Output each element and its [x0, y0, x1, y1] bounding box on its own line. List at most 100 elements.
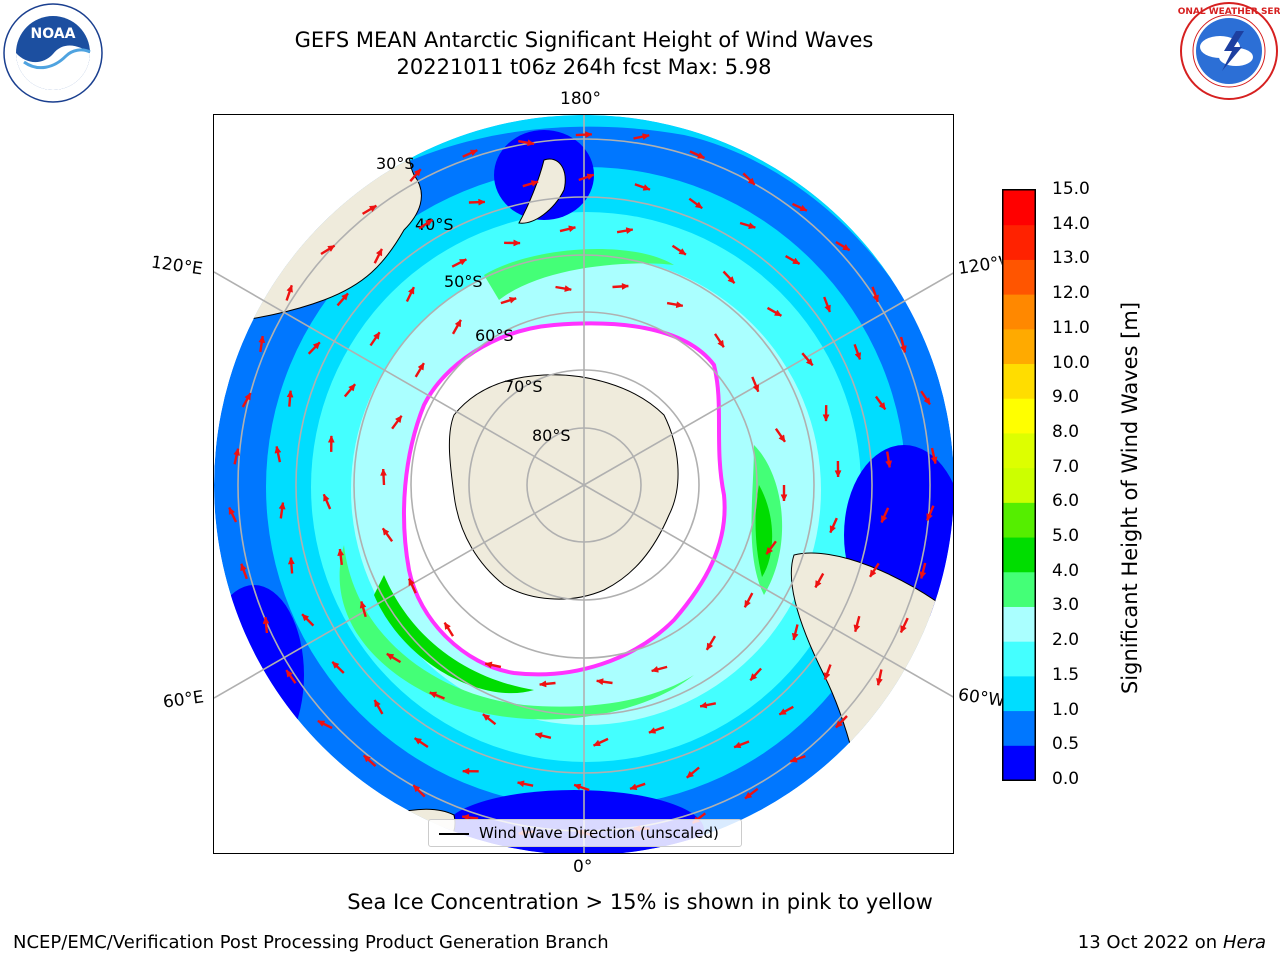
- wave-arrow-head: [414, 737, 423, 745]
- colorbar-tick-label: 15.0: [1052, 179, 1090, 199]
- wave-arrow-head: [301, 613, 310, 622]
- colorbar-outline: [1002, 189, 1036, 781]
- wave-arrow-head: [408, 578, 415, 586]
- colorbar-tick-label: 7.0: [1052, 456, 1080, 477]
- wave-arrow-head: [706, 642, 714, 651]
- colorbar-tick-label: 9.0: [1052, 387, 1080, 408]
- lat-label-50S: 50°S: [444, 272, 483, 291]
- map-panel[interactable]: 30°S 40°S 50°S 60°S 70°S 80°S Wind Wave …: [213, 114, 954, 854]
- colorbar-bin: [1003, 502, 1035, 538]
- wave-arrow-head: [373, 331, 380, 340]
- wave-arrow-head: [348, 383, 356, 392]
- wave-arrow-head: [744, 599, 751, 608]
- wave-arrow-head: [228, 506, 236, 515]
- wave-arrow-head: [374, 699, 381, 708]
- wave-arrow-head: [508, 296, 517, 304]
- lat-label-30S: 30°S: [376, 154, 415, 173]
- colorbar-tick-label: 0.5: [1052, 734, 1080, 755]
- wave-arrow-head: [792, 257, 801, 265]
- wave-arrow-head: [829, 525, 837, 534]
- wave-direction-arrows: [228, 131, 938, 837]
- wave-arrow-head: [773, 309, 782, 317]
- wave-arrow-head: [285, 669, 293, 678]
- colorbar-tick-label: 10.0: [1052, 352, 1090, 373]
- wave-arrow-head: [484, 661, 493, 669]
- nws-logo: NATIONAL WEATHER SERVICE: [1178, 2, 1280, 100]
- wave-arrow-head: [534, 732, 543, 739]
- colorbar-tick-label: 11.0: [1052, 317, 1090, 338]
- wave-arrow-head: [699, 701, 708, 709]
- wave-arrow-head: [900, 345, 907, 354]
- colorbar-bin: [1003, 294, 1035, 330]
- wave-arrow-head: [586, 173, 595, 181]
- wave-arrow-head: [923, 397, 931, 405]
- lon-label-60W: 60°W: [956, 685, 1004, 711]
- wave-arrow-head: [727, 276, 735, 284]
- meridian-120E: [214, 271, 585, 486]
- wave-arrow-head: [766, 546, 774, 555]
- colorbar-tick-label: 8.0: [1052, 421, 1080, 442]
- wave-arrow-head: [900, 625, 907, 634]
- wave-arrow-head: [469, 149, 478, 157]
- wave-arrow-head: [244, 392, 251, 401]
- wave-arrow-head: [412, 784, 421, 793]
- colorbar-bin: [1003, 224, 1035, 260]
- meridian-60W: [583, 484, 953, 698]
- wave-arrow-head: [233, 448, 241, 456]
- wave-arrow-head: [363, 755, 371, 763]
- wave-arrow-head: [872, 294, 879, 303]
- lon-label-120W: 120°W: [956, 253, 1004, 279]
- wave-arrow-head: [286, 390, 294, 398]
- land-antarctica: [448, 374, 679, 600]
- wave-arrow-head: [869, 569, 877, 578]
- wave-arrow-head: [835, 720, 843, 728]
- meridian-120W: [583, 272, 953, 486]
- colorbar-bin: [1003, 190, 1035, 226]
- wave-arrow-head: [462, 767, 470, 775]
- wave-arrow-head: [675, 301, 684, 309]
- wave-arrow-head: [625, 227, 634, 235]
- polar-map[interactable]: 30°S 40°S 50°S 60°S 70°S 80°S: [214, 115, 954, 854]
- wave-arrow-head: [822, 414, 830, 422]
- colorbar-bin: [1003, 710, 1035, 746]
- lat-label-40S: 40°S: [415, 215, 454, 234]
- colorbar-bin: [1003, 606, 1035, 642]
- map-title: GEFS MEAN Antarctic Significant Height o…: [294, 28, 874, 52]
- wave-arrow-head: [386, 653, 395, 661]
- wave-arrow-head: [323, 493, 330, 502]
- wave-arrow-head: [778, 434, 786, 443]
- wave-arrow-head: [621, 283, 629, 290]
- svg-text:NOAA: NOAA: [31, 26, 76, 42]
- wave-arrow-head: [341, 292, 349, 301]
- wave-arrow-head: [815, 580, 822, 589]
- wave-arrow-head: [853, 624, 861, 633]
- wave-arrow-head: [824, 304, 831, 313]
- svg-text:NATIONAL WEATHER SERVICE: NATIONAL WEATHER SERVICE: [1178, 7, 1280, 17]
- wave-arrow-head: [919, 571, 927, 580]
- lon-label-180: 180°: [560, 89, 601, 109]
- wave-arrow-head: [596, 678, 604, 686]
- wave-arrow-head: [287, 556, 295, 565]
- wave-arrow-head: [678, 248, 687, 255]
- wave-arrow-head: [380, 468, 387, 476]
- wave-arrow-head: [824, 672, 831, 681]
- wave-arrow-head: [327, 245, 336, 252]
- colorbar-tick-label: 13.0: [1052, 248, 1090, 269]
- wave-arrow-head: [317, 720, 326, 727]
- wave-arrow-head: [854, 352, 862, 361]
- colorbar-bin: [1003, 537, 1035, 573]
- colorbar-tick-label: 3.0: [1052, 595, 1080, 616]
- wave-arrow-head: [573, 783, 582, 791]
- colorbar-tick-label: 1.5: [1052, 664, 1080, 685]
- colorbar-bin: [1003, 398, 1035, 434]
- wave-arrow-head: [417, 362, 425, 371]
- colorbar-bin: [1003, 467, 1035, 503]
- wave-arrow-head: [262, 616, 270, 624]
- wave-arrow-head: [733, 741, 742, 749]
- wave-arrow-head: [651, 665, 659, 673]
- wave-arrow-head: [926, 513, 933, 522]
- colorbar-title: Significant Height of Wind Waves [m]: [1118, 301, 1142, 695]
- lon-label-0: 0°: [573, 857, 593, 877]
- footer-credit: NCEP/EMC/Verification Post Processing Pr…: [13, 932, 609, 953]
- wave-arrow-head: [413, 168, 422, 177]
